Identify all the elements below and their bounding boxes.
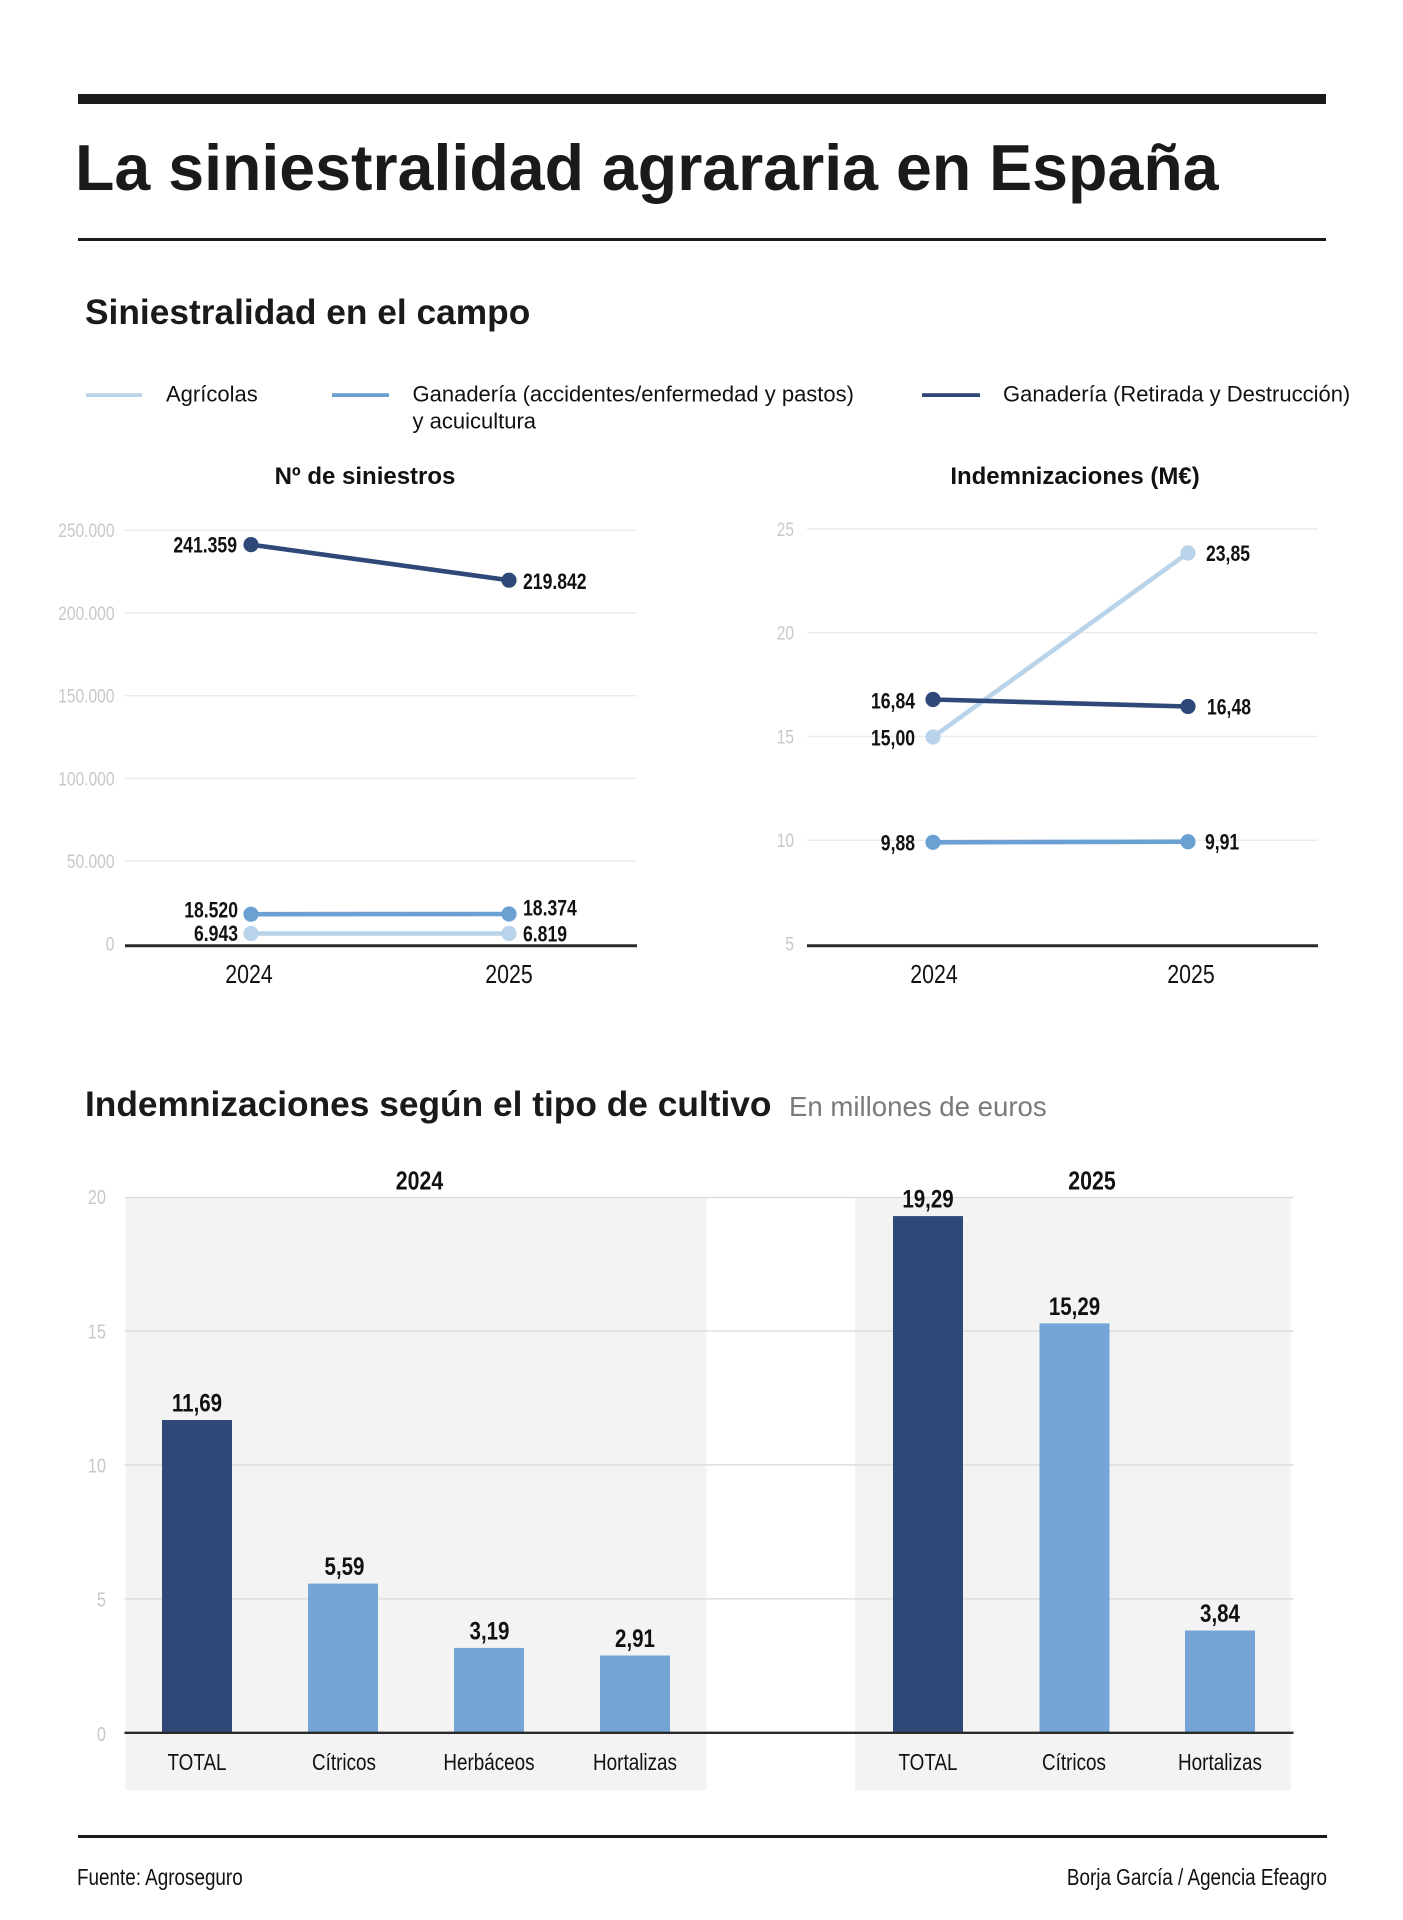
svg-text:11,69: 11,69: [172, 1389, 222, 1417]
svg-text:Indemnizaciones según el tipo: Indemnizaciones según el tipo de cultivo: [85, 1085, 771, 1124]
svg-text:16,48: 16,48: [1207, 695, 1251, 720]
svg-text:9,88: 9,88: [881, 831, 915, 856]
svg-text:241.359: 241.359: [173, 533, 237, 558]
svg-text:15,00: 15,00: [871, 726, 915, 751]
svg-text:15: 15: [88, 1321, 106, 1343]
svg-text:Ganadería (Retirada y Destrucc: Ganadería (Retirada y Destrucción): [1003, 382, 1350, 407]
svg-text:5,59: 5,59: [325, 1553, 365, 1581]
svg-text:Fuente: Agroseguro: Fuente: Agroseguro: [77, 1864, 243, 1890]
svg-text:18.374: 18.374: [523, 896, 577, 921]
svg-text:2,91: 2,91: [615, 1625, 655, 1653]
svg-text:10: 10: [88, 1456, 106, 1478]
svg-text:25: 25: [777, 520, 794, 541]
svg-text:Cítricos: Cítricos: [1042, 1749, 1106, 1775]
svg-text:La siniestralidad agrararia en: La siniestralidad agrararia en España: [75, 132, 1220, 204]
svg-text:16,84: 16,84: [871, 689, 916, 714]
svg-text:100.000: 100.000: [58, 769, 114, 790]
svg-text:20: 20: [88, 1187, 106, 1209]
svg-text:10: 10: [777, 831, 794, 852]
svg-text:5: 5: [785, 935, 794, 956]
svg-text:y acuicultura: y acuicultura: [413, 409, 537, 434]
svg-text:Nº de siniestros: Nº de siniestros: [275, 463, 456, 490]
svg-text:Herbáceos: Herbáceos: [443, 1749, 534, 1775]
svg-text:2025: 2025: [1167, 959, 1214, 989]
svg-text:Hortalizas: Hortalizas: [593, 1749, 677, 1775]
svg-text:9,91: 9,91: [1205, 830, 1239, 855]
svg-text:6.943: 6.943: [194, 921, 238, 946]
svg-text:TOTAL: TOTAL: [899, 1749, 958, 1775]
svg-text:2024: 2024: [910, 959, 957, 989]
svg-text:200.000: 200.000: [58, 604, 114, 625]
svg-text:2024: 2024: [225, 959, 272, 989]
svg-text:2025: 2025: [1068, 1166, 1115, 1196]
svg-text:Borja García / Agencia Efeagro: Borja García / Agencia Efeagro: [1067, 1864, 1327, 1890]
svg-text:150.000: 150.000: [58, 687, 114, 708]
svg-text:19,29: 19,29: [902, 1186, 953, 1214]
svg-text:Indemnizaciones (M€): Indemnizaciones (M€): [950, 463, 1199, 490]
svg-text:250.000: 250.000: [58, 521, 114, 542]
svg-text:Ganadería (accidentes/enfermed: Ganadería (accidentes/enfermedad y pasto…: [413, 382, 854, 407]
svg-text:Hortalizas: Hortalizas: [1178, 1749, 1262, 1775]
svg-text:3,19: 3,19: [470, 1617, 510, 1645]
svg-text:23,85: 23,85: [1206, 541, 1250, 566]
svg-text:En millones de euros: En millones de euros: [789, 1091, 1047, 1122]
svg-text:50.000: 50.000: [67, 852, 115, 873]
svg-text:Cítricos: Cítricos: [312, 1749, 376, 1775]
svg-text:Siniestralidad en el campo: Siniestralidad en el campo: [85, 293, 530, 332]
svg-text:6.819: 6.819: [523, 922, 567, 947]
svg-text:15,29: 15,29: [1049, 1293, 1100, 1321]
svg-text:18.520: 18.520: [184, 898, 238, 923]
svg-text:5: 5: [97, 1590, 106, 1612]
svg-text:0: 0: [97, 1724, 106, 1746]
svg-text:Agrícolas: Agrícolas: [166, 382, 258, 407]
svg-text:3,84: 3,84: [1200, 1600, 1240, 1628]
svg-text:15: 15: [777, 727, 794, 748]
svg-text:TOTAL: TOTAL: [168, 1749, 227, 1775]
svg-text:2025: 2025: [485, 959, 532, 989]
svg-text:219.842: 219.842: [523, 569, 587, 594]
svg-text:2024: 2024: [396, 1166, 444, 1196]
svg-text:0: 0: [106, 935, 115, 956]
svg-text:20: 20: [777, 624, 794, 645]
